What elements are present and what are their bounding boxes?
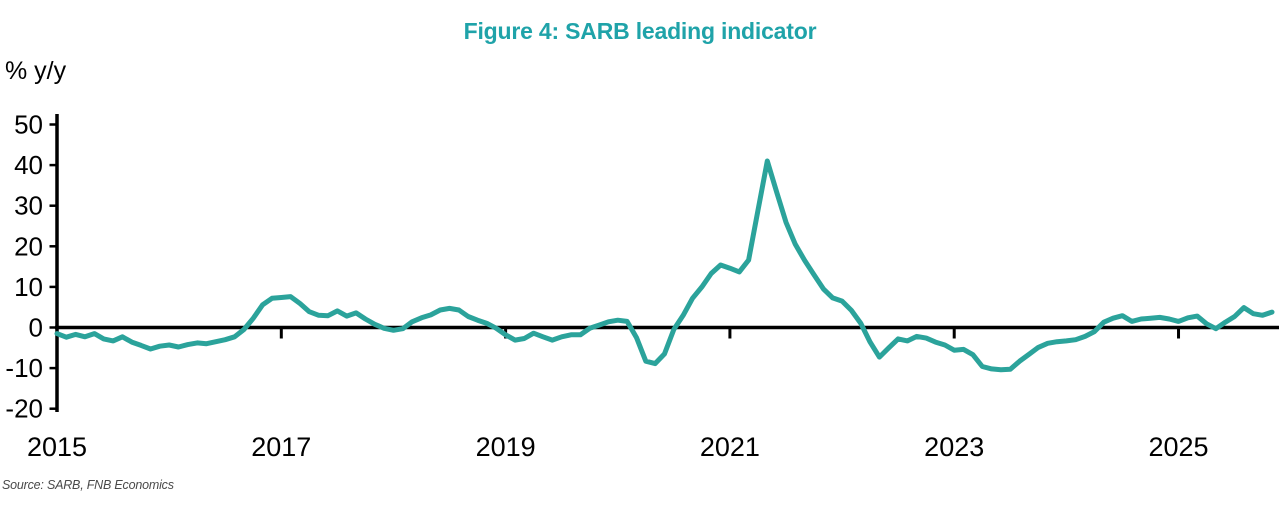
y-tick-label: 30	[14, 191, 43, 221]
y-tick-label: 50	[14, 110, 43, 140]
chart-title: Figure 4: SARB leading indicator	[463, 18, 817, 44]
x-tick-label: 2025	[1148, 432, 1208, 462]
x-tick-label: 2015	[27, 432, 87, 462]
y-tick-label: 20	[14, 231, 43, 261]
x-tick-label: 2021	[700, 432, 760, 462]
y-axis-unit-label: % y/y	[5, 57, 67, 85]
source-note: Source: SARB, FNB Economics	[2, 478, 174, 492]
y-tick-label: -20	[5, 394, 43, 424]
leading-indicator-line	[54, 158, 1275, 373]
y-tick-label: 40	[14, 150, 43, 180]
x-tick-label: 2019	[476, 432, 536, 462]
y-tick-label: -10	[5, 353, 43, 383]
x-tick-label: 2017	[251, 432, 311, 462]
y-tick-label: 10	[14, 272, 43, 302]
y-tick-label: 0	[29, 313, 43, 343]
x-tick-label: 2023	[924, 432, 984, 462]
